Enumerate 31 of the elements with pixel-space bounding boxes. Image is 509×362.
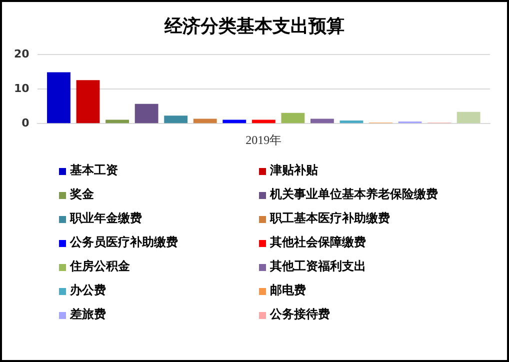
legend-label: 差旅费 — [70, 306, 106, 322]
bar — [134, 104, 158, 124]
legend-label: 机关事业单位基本养老保险缴费 — [270, 186, 438, 202]
legend-label: 基本工资 — [70, 162, 118, 178]
legend-label: 津贴补贴 — [270, 162, 318, 178]
bar — [47, 72, 70, 124]
legend-label: 其他社会保障缴费 — [270, 234, 366, 250]
chart-title: 经济分类基本支出预算 — [163, 15, 346, 38]
y-tick-label: 20 — [14, 47, 30, 60]
bar — [222, 120, 246, 124]
legend-label: 职工基本医疗补助缴费 — [270, 210, 390, 226]
legend-label: 职业年金缴费 — [70, 210, 142, 226]
bar — [252, 120, 276, 124]
bar — [340, 120, 364, 124]
bar — [106, 120, 129, 124]
legend-label: 公务接待费 — [270, 306, 330, 322]
legend-label: 奖金 — [70, 186, 94, 202]
legend-label: 邮电费 — [270, 282, 306, 298]
legend-label: 其他工资福利支出 — [270, 258, 366, 274]
legend-label: 办公费 — [70, 282, 106, 298]
y-tick-label: 10 — [14, 82, 30, 95]
x-tick-label: 2019年 — [246, 132, 282, 147]
bar — [281, 112, 305, 124]
y-tick-label: 0 — [22, 116, 30, 130]
bar — [164, 116, 188, 124]
legend-label: 公务员医疗补助缴费 — [70, 234, 178, 250]
bar — [310, 118, 334, 124]
bar — [193, 118, 217, 124]
bar — [76, 80, 100, 124]
legend-label: 住房公积金 — [70, 258, 130, 274]
bar — [456, 112, 480, 124]
